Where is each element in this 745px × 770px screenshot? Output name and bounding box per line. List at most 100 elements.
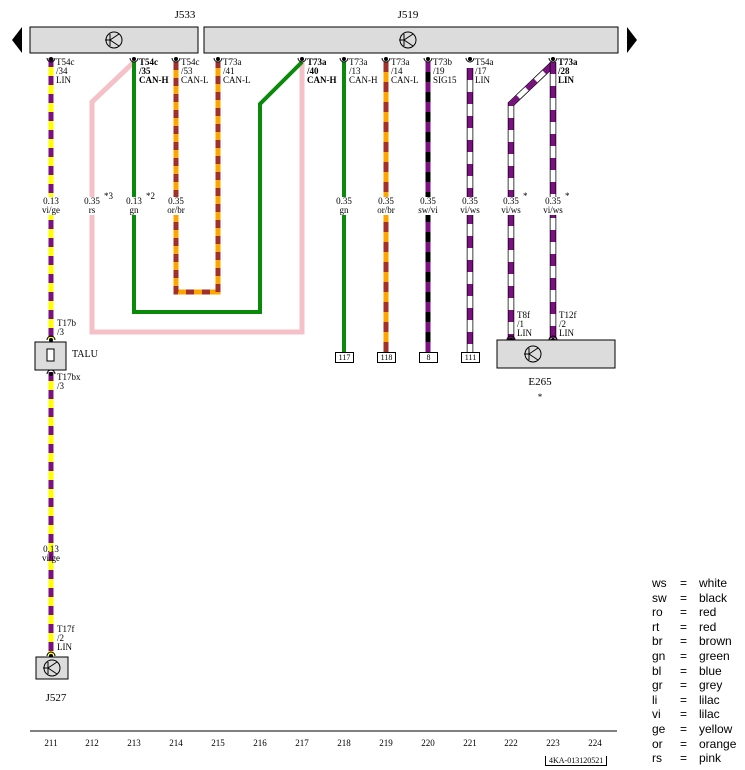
pin-text: CAN-L: [223, 75, 251, 85]
pin-text: CAN-L: [391, 75, 419, 85]
legend-sep: =: [680, 576, 688, 590]
connector-pin-icon: [551, 57, 555, 61]
legend-sep: =: [680, 590, 688, 605]
connector-icon: [129, 57, 139, 63]
wire-label: 0.35 or/br: [161, 197, 191, 215]
reference-111[interactable]: 111: [461, 352, 480, 363]
j533-label: J533: [174, 9, 196, 21]
wire-note: *: [565, 191, 570, 201]
legend-code: ge: [652, 721, 666, 736]
legend-sep: =: [680, 619, 688, 634]
column-number: 212: [85, 738, 99, 748]
column-number: 219: [379, 738, 393, 748]
pin-t12f: T12f/2 LIN: [559, 310, 577, 338]
column-number: 221: [463, 738, 477, 748]
column-number: 224: [588, 738, 602, 748]
pin-text: CAN-H: [307, 75, 337, 85]
legend-row: ge = yellow: [652, 722, 736, 737]
pin-t73a-13: T73a/13 CAN-H: [349, 58, 378, 85]
pin-text: /35: [139, 66, 151, 76]
legend-code: vi: [652, 707, 661, 722]
column-number: 216: [253, 738, 267, 748]
pin-text: SIG15: [433, 75, 457, 85]
e265-box: [496, 339, 616, 369]
pin-text: T54c: [56, 57, 75, 67]
right-arrow-icon: [627, 27, 637, 53]
pin-text: LIN: [558, 75, 575, 85]
legend-row: li = lilac: [652, 693, 736, 708]
legend-code: gn: [652, 648, 666, 663]
pin-t54c-53: T54c/53 CAN-L: [181, 58, 209, 85]
reference-118[interactable]: 118: [377, 352, 396, 363]
column-number: 215: [211, 738, 225, 748]
pin-text: LIN: [475, 75, 490, 85]
j527-box: [35, 656, 69, 680]
connector-icon: [548, 57, 558, 63]
legend-row: ro = red: [652, 605, 736, 620]
pin-text: /41: [223, 66, 235, 76]
legend-row: bl = blue: [652, 664, 736, 679]
reference-117[interactable]: 117: [335, 352, 354, 363]
pin-text: T73a: [558, 57, 578, 67]
pin-t17f: T17f/2 LIN: [57, 624, 75, 652]
wire-label: 0.35 vi/ws: [455, 197, 485, 215]
wire-label: 0.35 vi/ws: [538, 197, 568, 215]
pin-t17bx: T17bx/3: [57, 372, 81, 391]
legend-row: sw = black: [652, 591, 736, 606]
column-number: 220: [421, 738, 435, 748]
column-number: 214: [169, 738, 183, 748]
pin-t73b-19: T73b/19 SIG15: [433, 58, 457, 85]
pin-t17b: T17b/3: [57, 318, 76, 337]
legend-name: blue: [699, 663, 722, 678]
legend-name: white: [699, 576, 728, 590]
connector-pin-icon: [49, 372, 53, 376]
legend-code: li: [652, 692, 658, 707]
talu-label: TALU: [72, 349, 98, 360]
connector-icon: [465, 57, 475, 63]
legend-sep: =: [680, 707, 688, 722]
column-number: 223: [546, 738, 560, 748]
transistor-icon-lines: [524, 347, 539, 361]
legend-sep: =: [680, 648, 688, 663]
wire-or-br: [173, 62, 221, 295]
pin-t54a-17: T54a/17 LIN: [475, 58, 494, 85]
legend-code: ro: [652, 605, 663, 620]
color-legend: ws = white sw = black ro = red rt = red br = brown gn = g…: [652, 576, 736, 766]
wire-label: 0.35 sw/vi: [413, 197, 443, 215]
column-number: 218: [337, 738, 351, 748]
reference-8[interactable]: 8: [419, 352, 438, 363]
legend-name: lilac: [699, 692, 720, 707]
pin-text: T73a: [391, 57, 410, 67]
connector-icon: [548, 335, 558, 341]
legend-row: rt = red: [652, 620, 736, 635]
pin-text: CAN-H: [349, 75, 378, 85]
pin-text: T73a: [307, 57, 327, 67]
connector-pin-icon: [49, 57, 53, 61]
wire-or-br-stripe: [173, 62, 221, 295]
legend-sep: =: [680, 736, 688, 751]
pin-text: /14: [391, 66, 403, 76]
legend-code: rs: [652, 751, 662, 766]
legend-row: ws = white: [652, 576, 736, 591]
legend-code: br: [652, 634, 663, 649]
pin-text: LIN: [56, 75, 71, 85]
legend-name: pink: [699, 751, 722, 766]
pin-t54c-34: T54c/34 LIN: [56, 58, 75, 85]
pin-text: /40: [307, 66, 319, 76]
legend-name: yellow: [699, 721, 733, 736]
legend-sep: =: [680, 751, 688, 766]
connector-pin-icon: [384, 57, 388, 61]
column-number: 222: [504, 738, 518, 748]
wire-gn: [132, 60, 304, 314]
connector-pin-icon: [426, 57, 430, 61]
connector-icon: [46, 57, 56, 63]
pin-text: CAN-H: [139, 75, 169, 85]
wire-label: 0.35 gn: [329, 197, 359, 215]
pin-text: /28: [558, 66, 570, 76]
pin-text: T73b: [433, 57, 452, 67]
legend-sep: =: [680, 663, 688, 678]
pin-t73a-40: T73a/40 CAN-H: [307, 58, 337, 85]
wire-rs: [89, 60, 305, 335]
legend-code: ws: [652, 576, 667, 590]
